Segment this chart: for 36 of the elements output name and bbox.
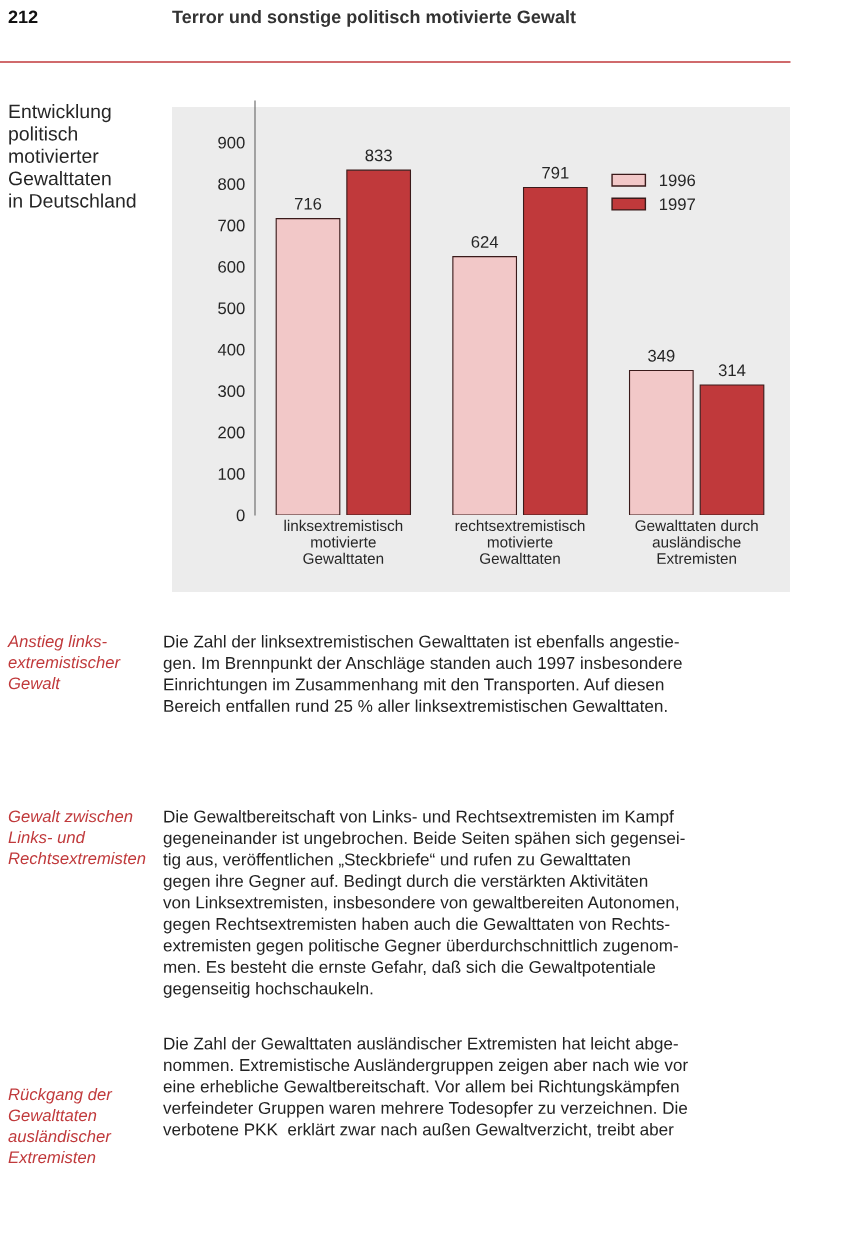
y-tick-label: 600 bbox=[218, 261, 245, 273]
text: Anstieg links- extremistischer Gewalt bbox=[7, 635, 121, 690]
bar bbox=[522, 186, 588, 515]
text: Rückgang der Gewalttaten ausländischer Extremisten bbox=[8, 1088, 113, 1164]
text: Entwicklung politisch motivierter Gewalttaten in Deutschland bbox=[8, 104, 136, 208]
x-tick-label: Gewalttaten durch ausländische Extremisten bbox=[635, 519, 758, 564]
legend-label: 1997 bbox=[660, 198, 695, 211]
legend-label: 1996 bbox=[660, 174, 696, 187]
text: Die Zahl der Gewalttaten ausländischer Extremisten hat leicht abge- nommen. Extremistische Ausländergruppen zeigen aber nach wie vor eine erhebliche Gewaltbereitschaft. Vor allem bei Richtungskämpfen verfeindeter Gruppen waren mehrere Todesopfer zu verzeichnen. Die verbotene PKK erklärt zwar nach außen Gewaltverzicht, treibt aber bbox=[163, 1037, 688, 1138]
y-tick-label: 500 bbox=[218, 302, 245, 315]
data-label: 349 bbox=[648, 349, 675, 362]
data-label: 833 bbox=[365, 149, 392, 162]
y-tick-label: 300 bbox=[218, 385, 245, 397]
y-tick-label: 100 bbox=[218, 468, 245, 480]
data-label: 716 bbox=[294, 197, 322, 210]
data-label: 624 bbox=[471, 236, 499, 248]
data-label: 791 bbox=[542, 166, 569, 179]
y-tick-label: 200 bbox=[218, 426, 245, 439]
data-label: 314 bbox=[718, 364, 746, 377]
y-tick-label: 400 bbox=[217, 343, 245, 356]
text: Terror und sonstige politisch motivierte Gewalt bbox=[172, 10, 576, 27]
x-tick-label: linksextremistisch motivierte Gewalttaten bbox=[284, 519, 403, 564]
text: Gewalt zwischen Links- und Rechtsextremisten bbox=[8, 810, 146, 865]
text: Die Zahl der linksextremistischen Gewalttaten ist ebenfalls angestie- gen. Im Brennpunkt der Anschläge standen auch 1997 insbesondere Einrichtungen im Zusammenhang mit den Transporten. Auf diesen Bereich entfallen rund 25 % aller linksextremistischen Gewalttaten. bbox=[163, 635, 682, 713]
text: Die Gewaltbereitschaft von Links- und Rechtsextremisten im Kampf gegeneinander ist ungebrochen. Beide Seiten spähen sich gegensei- tig aus, veröffentlichen „Steckbriefe“ und rufen zu Gewalttaten gegen ihre Gegner auf. Bedingt durch die verstärkten Aktivitäten von Linksextremisten, insbesondere von gewaltbereiten Autonomen, gegen Rechtsextremisten haben auch die Gewalttaten von Rechts- extremisten gegen politische Gegner überdurchschnittlich zugenom- men. Es besteht die ernste Gefahr, daß sich die Gewaltpotentiale gegenseitig hochschaukeln. bbox=[163, 810, 685, 998]
bar bbox=[346, 169, 412, 515]
text: 212 bbox=[8, 10, 38, 24]
bar bbox=[275, 218, 341, 515]
bar bbox=[628, 369, 694, 515]
y-tick-label: 800 bbox=[218, 178, 245, 190]
bar bbox=[699, 384, 765, 515]
bar bbox=[452, 256, 518, 515]
x-tick-label: rechtsextremistisch motivierte Gewalttaten bbox=[455, 519, 585, 564]
y-tick-label: 900 bbox=[218, 136, 245, 149]
y-tick-label: 700 bbox=[218, 219, 245, 232]
y-tick-label: 0 bbox=[236, 509, 245, 522]
